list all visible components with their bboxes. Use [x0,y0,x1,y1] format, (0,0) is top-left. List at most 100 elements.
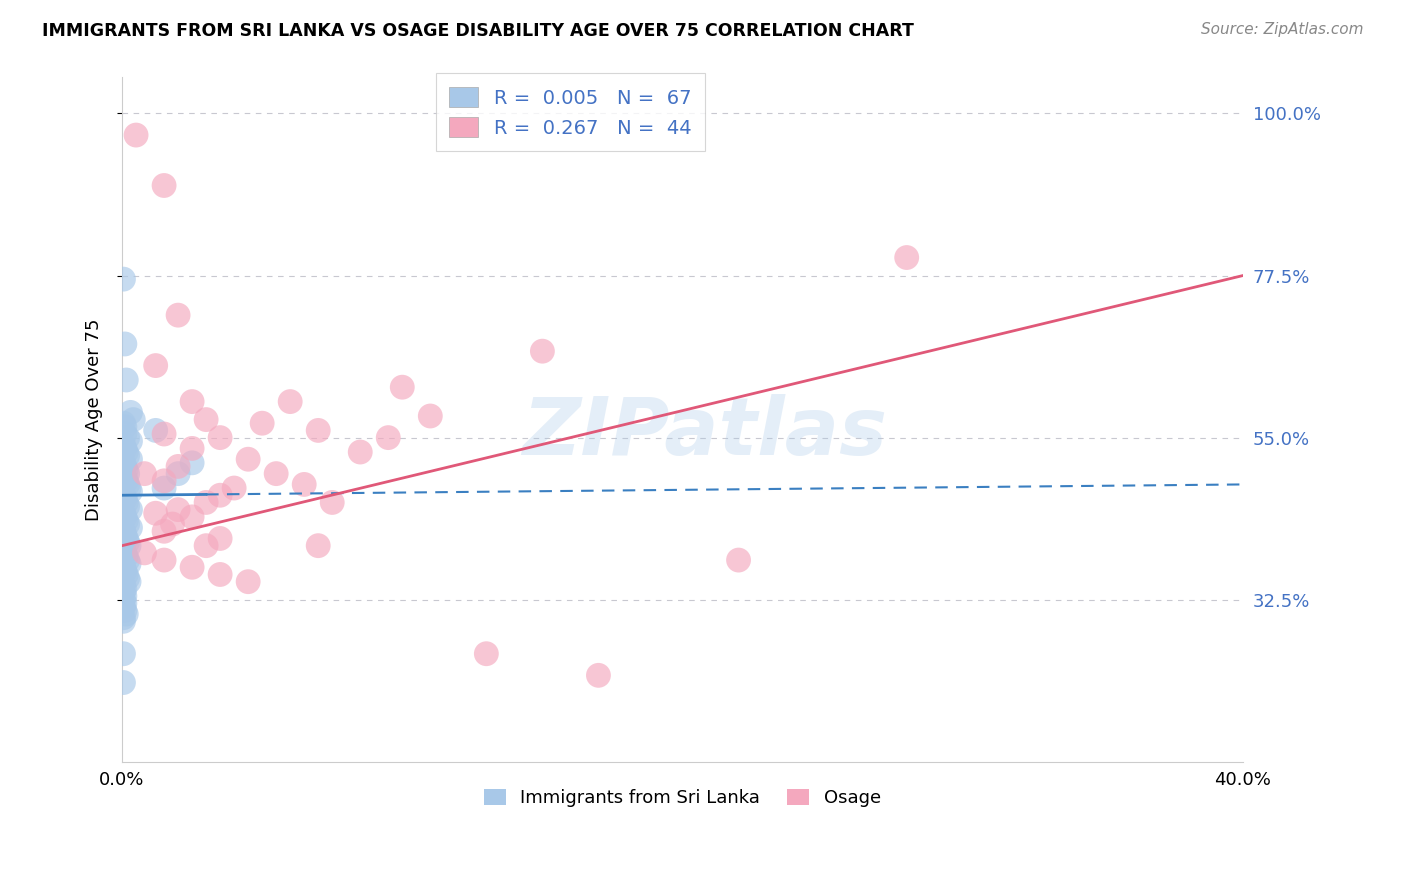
Point [236,452,259,467]
Point [264,467,287,481]
Point [114,589,136,603]
Point [112,615,135,629]
Point [727,553,749,567]
Point [114,509,136,524]
Point [167,502,190,516]
Point [195,495,218,509]
Point [120,521,142,535]
Point [118,539,141,553]
Point [167,459,190,474]
Point [153,524,176,539]
Point [145,359,167,373]
Point [114,419,136,434]
Point [115,567,138,582]
Point [112,272,135,286]
Point [114,528,136,542]
Point [181,509,204,524]
Point [112,506,135,520]
Point [112,647,135,661]
Point [114,582,136,596]
Point [250,416,273,430]
Point [167,467,190,481]
Point [112,542,135,557]
Point [117,535,139,549]
Point [115,463,138,477]
Point [112,599,135,614]
Point [115,445,138,459]
Point [112,524,135,539]
Point [531,344,554,359]
Point [114,427,136,442]
Point [349,445,371,459]
Point [112,467,135,481]
Point [112,416,135,430]
Point [167,308,190,322]
Point [114,564,136,578]
Point [292,477,315,491]
Point [117,499,139,513]
Point [153,178,176,193]
Text: IMMIGRANTS FROM SRI LANKA VS OSAGE DISABILITY AGE OVER 75 CORRELATION CHART: IMMIGRANTS FROM SRI LANKA VS OSAGE DISAB… [42,22,914,40]
Point [321,495,343,509]
Point [195,539,218,553]
Point [115,549,138,564]
Point [209,431,232,445]
Point [115,474,138,488]
Point [114,546,136,560]
Point [114,596,136,610]
Point [181,560,204,574]
Point [114,470,136,484]
Legend: Immigrants from Sri Lanka, Osage: Immigrants from Sri Lanka, Osage [477,781,887,814]
Point [162,517,184,532]
Point [896,251,918,265]
Point [112,610,135,624]
Point [120,452,142,467]
Point [112,675,135,690]
Point [118,557,141,571]
Text: ZIPatlas: ZIPatlas [523,394,887,472]
Point [118,481,141,495]
Point [112,438,135,452]
Point [115,513,138,527]
Text: Source: ZipAtlas.com: Source: ZipAtlas.com [1201,22,1364,37]
Point [224,481,246,495]
Point [120,405,142,419]
Point [112,578,135,592]
Point [112,560,135,574]
Point [181,456,204,470]
Point [209,532,232,546]
Point [153,474,176,488]
Point [195,412,218,426]
Point [120,484,142,499]
Y-axis label: Disability Age Over 75: Disability Age Over 75 [86,318,103,521]
Point [307,539,329,553]
Point [117,467,139,481]
Point [134,546,156,560]
Point [117,571,139,585]
Point [118,574,141,589]
Point [134,467,156,481]
Point [114,491,136,506]
Point [209,488,232,502]
Point [117,431,139,445]
Point [122,412,145,426]
Point [115,495,138,509]
Point [153,481,176,495]
Point [114,603,136,617]
Point [120,502,142,516]
Point [115,532,138,546]
Point [112,488,135,502]
Point [114,459,136,474]
Point [419,409,441,423]
Point [115,607,138,621]
Point [377,431,399,445]
Point [114,442,136,456]
Point [475,647,498,661]
Point [145,506,167,520]
Point [278,394,301,409]
Point [153,427,176,442]
Point [153,553,176,567]
Point [115,373,138,387]
Point [112,592,135,607]
Point [125,128,148,142]
